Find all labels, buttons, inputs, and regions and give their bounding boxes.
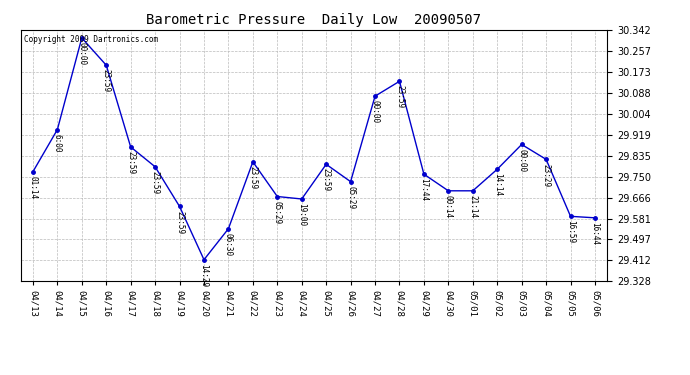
- Text: 19:00: 19:00: [297, 203, 306, 226]
- Text: 05:29: 05:29: [346, 186, 355, 209]
- Text: 23:29: 23:29: [542, 164, 551, 187]
- Text: 00:14: 00:14: [444, 195, 453, 218]
- Text: 23:59: 23:59: [248, 166, 257, 189]
- Text: 00:00: 00:00: [77, 42, 86, 65]
- Text: 6:00: 6:00: [53, 134, 62, 152]
- Text: 16:59: 16:59: [566, 220, 575, 244]
- Text: 01:14: 01:14: [28, 176, 37, 199]
- Text: 23:59: 23:59: [175, 211, 184, 234]
- Text: Copyright 2009 Dartronics.com: Copyright 2009 Dartronics.com: [23, 35, 158, 44]
- Text: 23:59: 23:59: [322, 168, 331, 192]
- Text: 06:30: 06:30: [224, 233, 233, 256]
- Text: 05:29: 05:29: [273, 201, 282, 224]
- Text: 23:59: 23:59: [395, 86, 404, 109]
- Text: 17:44: 17:44: [420, 178, 428, 201]
- Text: 23:59: 23:59: [101, 69, 110, 93]
- Text: 21:14: 21:14: [469, 195, 477, 218]
- Text: 00:00: 00:00: [518, 148, 526, 172]
- Text: 23:59: 23:59: [126, 151, 135, 174]
- Text: 00:00: 00:00: [371, 100, 380, 123]
- Text: 14:29: 14:29: [199, 264, 208, 287]
- Text: 16:44: 16:44: [591, 222, 600, 245]
- Title: Barometric Pressure  Daily Low  20090507: Barometric Pressure Daily Low 20090507: [146, 13, 482, 27]
- Text: 14:14: 14:14: [493, 173, 502, 196]
- Text: 23:59: 23:59: [150, 171, 159, 194]
